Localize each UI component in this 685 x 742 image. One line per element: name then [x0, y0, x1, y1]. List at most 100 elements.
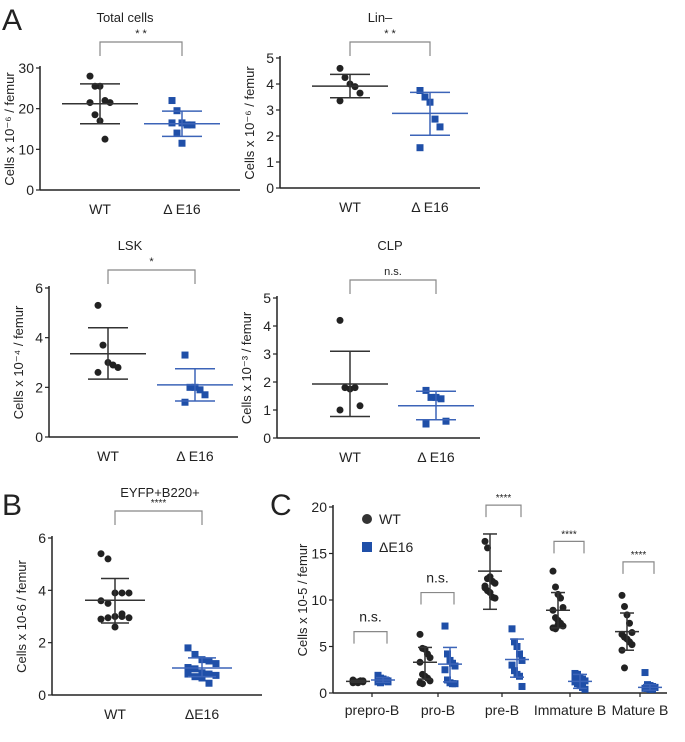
- data-point-square: [451, 680, 459, 688]
- chart-title: LSK: [118, 238, 143, 253]
- x-tick-label: Δ E16: [176, 448, 214, 464]
- data-point-circle: [91, 111, 99, 119]
- data-point-circle: [94, 368, 102, 376]
- significance-bracket: [107, 269, 196, 284]
- data-point-circle: [416, 630, 424, 638]
- y-tick-label: 0: [319, 685, 327, 701]
- x-tick-label: WT: [97, 448, 119, 464]
- y-tick-label: 3: [263, 346, 271, 362]
- data-point-square: [421, 93, 429, 101]
- data-point-square: [181, 398, 189, 406]
- significance-label: n.s.: [359, 609, 382, 625]
- y-tick-label: 4: [35, 330, 43, 346]
- significance-bracket: [114, 510, 203, 525]
- x-tick-label: Mature B: [612, 702, 669, 718]
- data-point-square: [508, 625, 516, 633]
- data-point-square: [422, 386, 430, 394]
- data-point-square: [427, 393, 435, 401]
- data-point-circle: [341, 74, 349, 81]
- data-point-circle: [86, 72, 94, 80]
- legend-wt-marker: [362, 514, 372, 524]
- panel-label-b: B: [2, 489, 22, 522]
- data-point-square: [201, 391, 209, 399]
- data-point-square: [511, 667, 518, 675]
- y-tick-label: 0: [38, 687, 46, 703]
- data-point-circle: [97, 550, 105, 558]
- data-point-circle: [86, 99, 94, 107]
- data-point-circle: [419, 680, 426, 688]
- y-tick-label: 3: [266, 102, 274, 118]
- data-point-square: [441, 666, 449, 674]
- data-point-circle: [491, 594, 499, 602]
- data-point-circle: [111, 623, 119, 631]
- data-point-circle: [118, 589, 126, 597]
- significance-label: n.s.: [384, 266, 402, 278]
- data-point-circle: [628, 629, 636, 637]
- x-tick-label: Δ E16: [411, 199, 449, 215]
- data-point-square: [416, 144, 424, 152]
- data-point-square: [168, 119, 176, 127]
- data-point-square: [431, 115, 439, 123]
- y-tick-label: 4: [38, 582, 46, 598]
- x-tick-label: ΔE16: [185, 706, 219, 722]
- significance-bracket: [349, 41, 431, 56]
- data-point-square: [212, 660, 220, 668]
- data-point-square: [212, 671, 220, 679]
- y-tick-label: 2: [35, 379, 43, 395]
- y-tick-label: 10: [18, 141, 34, 157]
- data-point-circle: [351, 384, 359, 392]
- x-tick-label: Immature B: [534, 702, 606, 718]
- y-tick-label: 5: [319, 639, 327, 655]
- panel-label-c: C: [270, 489, 292, 522]
- y-tick-label: 1: [263, 402, 271, 418]
- data-point-square: [436, 123, 444, 131]
- data-point-square: [191, 665, 199, 673]
- y-tick-label: 0: [26, 182, 34, 198]
- significance-bracket: [622, 561, 655, 574]
- data-point-square: [198, 674, 206, 682]
- x-tick-label: Δ E16: [163, 201, 201, 217]
- data-point-square: [437, 395, 445, 403]
- significance-label: ****: [631, 550, 647, 561]
- data-point-square: [205, 657, 213, 665]
- y-tick-label: 4: [263, 318, 271, 334]
- data-point-circle: [97, 615, 105, 623]
- y-axis-label: Cells x 10⁻⁶ / femur: [242, 66, 257, 180]
- y-tick-label: 15: [311, 546, 327, 562]
- data-point-square: [581, 685, 589, 693]
- y-axis-label: Cells x 10-5 / femur: [295, 543, 310, 656]
- data-point-circle: [106, 99, 114, 107]
- chart-title: EYFP+B220+: [120, 485, 200, 500]
- data-point-square: [516, 650, 523, 658]
- data-point-square: [641, 669, 649, 677]
- significance-label: ****: [151, 498, 167, 509]
- data-point-circle: [491, 579, 499, 587]
- data-point-circle: [481, 537, 489, 545]
- legend-ko-label: ΔE16: [379, 539, 413, 555]
- y-tick-label: 5: [263, 290, 271, 306]
- data-point-square: [173, 129, 181, 137]
- data-point-circle: [104, 614, 112, 622]
- y-tick-label: 20: [311, 499, 327, 515]
- data-point-circle: [549, 567, 557, 575]
- x-tick-label: pro-B: [421, 702, 455, 718]
- data-point-square: [516, 672, 523, 680]
- data-point-circle: [336, 64, 344, 72]
- data-point-square: [186, 383, 194, 391]
- data-point-circle: [621, 603, 628, 611]
- y-axis-label: Cells x 10-6 / femur: [14, 559, 29, 672]
- data-point-square: [184, 670, 192, 678]
- x-tick-label: WT: [104, 706, 126, 722]
- y-axis-label: Cells x 10⁻³ / femur: [239, 311, 254, 424]
- y-tick-label: 5: [266, 50, 274, 66]
- data-point-circle: [336, 97, 344, 105]
- significance-label: * *: [384, 28, 396, 40]
- significance-label: *: [149, 256, 154, 268]
- y-axis-label: Cells x 10⁻⁶ / femur: [2, 72, 17, 186]
- data-point-circle: [101, 135, 109, 143]
- y-tick-label: 10: [311, 592, 327, 608]
- significance-bracket: [485, 504, 522, 518]
- significance-bracket: [420, 591, 455, 605]
- panel-label-a: A: [2, 4, 22, 37]
- legend-wt-label: WT: [379, 511, 401, 527]
